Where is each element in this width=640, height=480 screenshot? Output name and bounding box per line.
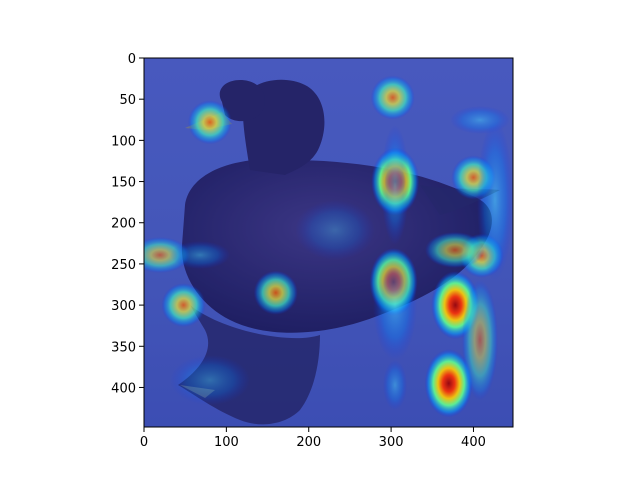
x-tick-label: 0	[140, 435, 148, 450]
image-area	[144, 58, 513, 427]
heatmap-hotspot	[187, 100, 232, 145]
x-tick-label: 300	[379, 435, 404, 450]
x-tick-label: 100	[214, 435, 239, 450]
y-tick-label: 300	[111, 299, 136, 314]
y-axis: 0 50 100 150 200 250 300 350 400	[111, 52, 144, 396]
x-tick-label: 400	[461, 435, 486, 450]
y-tick-label: 0	[128, 52, 136, 67]
x-tick-label: 200	[296, 435, 321, 450]
y-tick-label: 400	[111, 381, 136, 396]
y-tick-label: 100	[111, 134, 136, 149]
heatmap-hotspot	[161, 283, 206, 328]
y-tick-label: 150	[111, 176, 136, 191]
y-tick-label: 350	[111, 340, 136, 355]
heatmap-secondary	[144, 106, 513, 410]
plot-frame	[143, 57, 514, 428]
y-tick-label: 250	[111, 258, 136, 273]
heatmap-hotspot	[424, 349, 473, 418]
x-axis: 0 100 200 300 400	[140, 427, 486, 450]
heatmap-hotspot	[370, 75, 415, 120]
y-tick-label: 50	[119, 93, 136, 108]
y-tick-label: 200	[111, 217, 136, 232]
heatmap-hotspot	[253, 270, 298, 315]
